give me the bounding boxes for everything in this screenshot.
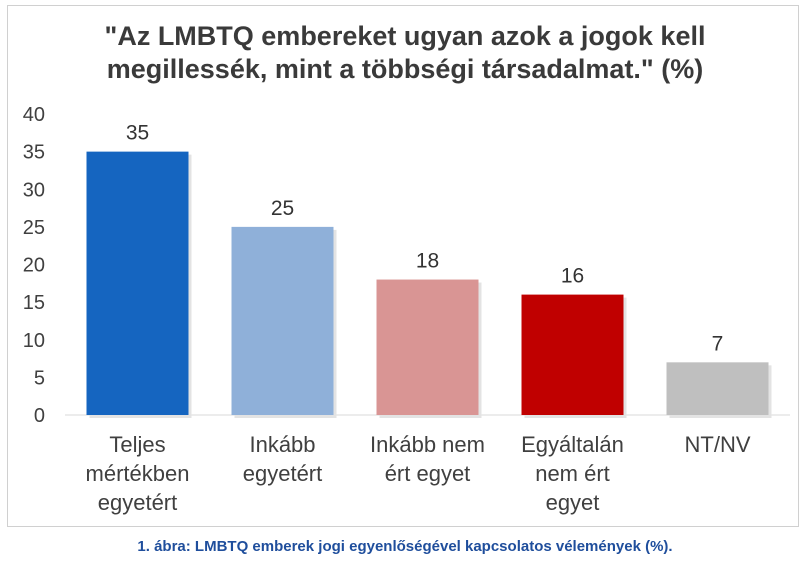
x-tick-label: Egyáltalán bbox=[521, 432, 624, 457]
x-tick-label: Teljes bbox=[109, 432, 165, 457]
bar bbox=[521, 294, 624, 415]
data-label: 18 bbox=[416, 250, 439, 273]
y-tick-label: 0 bbox=[34, 405, 45, 427]
y-tick-label: 40 bbox=[23, 104, 45, 126]
y-tick-label: 10 bbox=[23, 330, 45, 352]
data-label: 35 bbox=[126, 122, 149, 145]
bar bbox=[376, 279, 479, 415]
x-tick-label: egyet bbox=[546, 490, 600, 515]
data-label: 7 bbox=[712, 332, 724, 355]
bar bbox=[231, 226, 334, 415]
x-tick-label: NT/NV bbox=[685, 432, 751, 457]
x-tick-label: egyetért bbox=[98, 490, 178, 515]
data-label: 16 bbox=[561, 265, 584, 288]
x-tick-label: Inkább nem bbox=[370, 432, 485, 457]
y-tick-label: 15 bbox=[23, 292, 45, 314]
bar bbox=[666, 362, 769, 415]
y-tick-label: 5 bbox=[34, 367, 45, 389]
x-tick-label: egyetért bbox=[243, 461, 323, 486]
y-tick-label: 25 bbox=[23, 217, 45, 239]
y-tick-label: 30 bbox=[23, 179, 45, 201]
data-label: 25 bbox=[271, 197, 294, 220]
x-tick-label: mértékben bbox=[86, 461, 190, 486]
y-tick-label: 35 bbox=[23, 142, 45, 164]
bar bbox=[86, 151, 189, 415]
y-tick-label: 20 bbox=[23, 255, 45, 277]
chart-title-line-1: "Az LMBTQ embereket ugyan azok a jogok k… bbox=[104, 21, 706, 51]
x-tick-label: nem ért bbox=[535, 461, 610, 486]
figure-caption: 1. ábra: LMBTQ emberek jogi egyenlőségév… bbox=[137, 538, 673, 555]
x-tick-label: ért egyet bbox=[385, 461, 471, 486]
x-tick-label: Inkább bbox=[249, 432, 315, 457]
chart-title-line-2: megillessék, mint a többségi társadalmat… bbox=[106, 54, 704, 84]
